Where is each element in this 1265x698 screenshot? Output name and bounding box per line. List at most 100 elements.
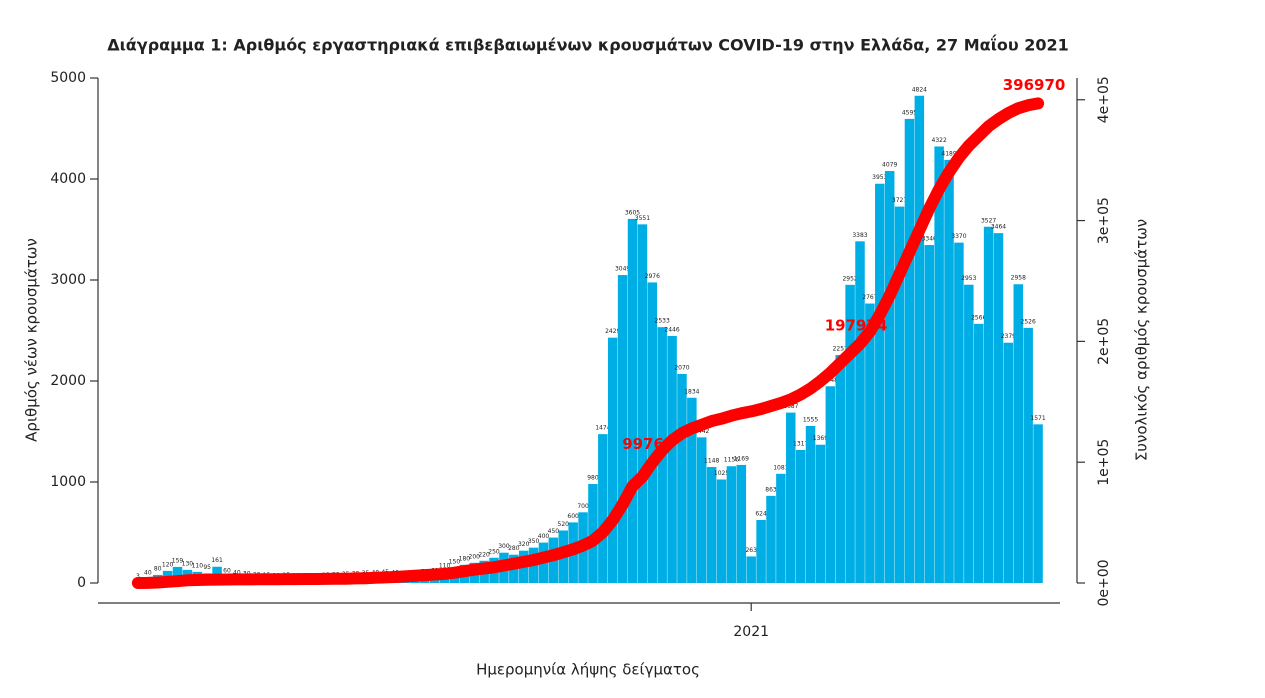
- bar-value-label: 1081: [773, 464, 788, 471]
- bar-value-label: 3: [136, 573, 140, 580]
- bar-value-label: 1317: [793, 440, 808, 447]
- bar: [786, 412, 796, 583]
- bar: [835, 355, 845, 583]
- bar: [736, 464, 747, 583]
- bar: [1023, 327, 1033, 583]
- bar-value-label: 4824: [912, 86, 927, 93]
- bar: [667, 335, 677, 583]
- bar-value-label: 250: [488, 548, 500, 555]
- bar: [677, 373, 687, 583]
- bar-value-label: 4189: [941, 150, 956, 157]
- bar-value-label: 3953: [872, 174, 887, 181]
- bar: [766, 495, 776, 583]
- bar: [875, 183, 885, 583]
- bar-value-label: 3346: [922, 236, 937, 243]
- bar-value-label: 2952: [842, 275, 857, 282]
- y2-tick-label: 2e+05: [1096, 318, 1112, 365]
- bar-value-label: 150: [449, 558, 461, 565]
- bar-value-label: 3049: [615, 266, 630, 273]
- x-tick-label: 2021: [733, 624, 769, 640]
- bar-value-label: 980: [587, 475, 599, 482]
- bar-value-label: 80: [154, 565, 162, 572]
- bar: [598, 434, 608, 583]
- bar: [716, 479, 727, 583]
- bar-value-label: 40: [144, 569, 152, 576]
- bar-value-label: 300: [498, 543, 510, 550]
- bar: [1033, 424, 1043, 583]
- bar-value-label: 2446: [664, 326, 679, 333]
- y2-axis-label: Συνολικός αριθμός κρουσμάτων: [1133, 219, 1151, 461]
- bar-value-label: 200: [469, 553, 481, 560]
- bar-value-label: 95: [203, 564, 211, 571]
- y-tick-label: 5000: [50, 70, 86, 86]
- bar-value-label: 3370: [951, 233, 966, 240]
- bar-value-label: 2379: [1001, 333, 1016, 340]
- bar-value-label: 624: [755, 510, 767, 517]
- bar-value-label: 2070: [674, 364, 689, 371]
- bar-value-label: 161: [211, 557, 223, 564]
- y2-tick-label: 1e+05: [1096, 439, 1112, 486]
- bar: [706, 467, 717, 583]
- bar: [746, 556, 756, 583]
- annotation: 99766: [622, 435, 674, 453]
- bar-value-label: 1369: [813, 435, 828, 442]
- y2-tick-label: 4e+05: [1096, 76, 1112, 123]
- bar-value-label: 3464: [991, 224, 1006, 231]
- bar-value-label: 110: [439, 562, 451, 569]
- bar-value-label: 600: [567, 513, 579, 520]
- chart-title: Διάγραμμα 1: Αριθμός εργαστηριακά επιβεβ…: [107, 35, 1069, 55]
- bar-value-label: 2767: [862, 294, 877, 301]
- bar-value-label: 1025: [714, 470, 729, 477]
- bar-value-label: 60: [223, 567, 231, 574]
- bar: [776, 473, 786, 583]
- bar-value-label: 320: [518, 541, 530, 548]
- bar-value-label: 40: [233, 569, 241, 576]
- bar: [993, 233, 1004, 584]
- bar: [845, 284, 855, 583]
- bar-value-label: 2976: [645, 273, 660, 280]
- y-tick-label: 3000: [50, 272, 86, 288]
- y-tick-label: 1000: [50, 474, 86, 490]
- bar: [865, 303, 875, 583]
- bar-value-label: 1474: [595, 425, 610, 432]
- bar-value-label: 3527: [981, 217, 996, 224]
- y-tick-label: 0: [77, 575, 86, 591]
- bar-value-label: 159: [172, 557, 184, 564]
- bar: [973, 323, 984, 583]
- annotation: 396970: [1003, 76, 1066, 94]
- bar-value-label: 1555: [803, 416, 818, 423]
- bar: [697, 437, 707, 583]
- bar-value-label: 450: [548, 528, 560, 535]
- bar-value-label: 110: [192, 562, 204, 569]
- bar-value-label: 1442: [694, 428, 709, 435]
- y2-tick-label: 3e+05: [1096, 197, 1112, 244]
- bar-value-label: 4322: [932, 137, 947, 144]
- bar-value-label: 2958: [1011, 275, 1026, 282]
- bar: [1013, 284, 1024, 583]
- bar-value-label: 4595: [902, 109, 917, 116]
- y-axis-label: Αριθμός νέων κρουσμάτων: [23, 238, 41, 442]
- bar-value-label: 3551: [635, 215, 650, 222]
- bar-value-label: 220: [478, 551, 490, 558]
- bar: [894, 206, 905, 583]
- y-tick-label: 4000: [50, 171, 86, 187]
- bar-value-label: 3727: [892, 197, 907, 204]
- y2-tick-label: 0e+00: [1096, 559, 1112, 606]
- bar: [884, 171, 895, 583]
- bar-value-label: 350: [528, 538, 540, 545]
- bar-value-label: 1156: [724, 457, 739, 464]
- bar: [172, 566, 183, 583]
- bar-value-label: 130: [182, 560, 194, 567]
- bar-value-label: 3383: [852, 232, 867, 239]
- bar: [726, 466, 737, 583]
- bar: [617, 275, 628, 583]
- bar-value-label: 1687: [783, 403, 798, 410]
- bar: [934, 146, 944, 583]
- y-tick-label: 2000: [50, 373, 86, 389]
- bar: [904, 118, 915, 583]
- annotation: 197974: [825, 316, 888, 334]
- bar-value-label: 3605: [625, 209, 640, 216]
- bar-value-label: 1571: [1030, 415, 1045, 422]
- bar: [756, 519, 766, 583]
